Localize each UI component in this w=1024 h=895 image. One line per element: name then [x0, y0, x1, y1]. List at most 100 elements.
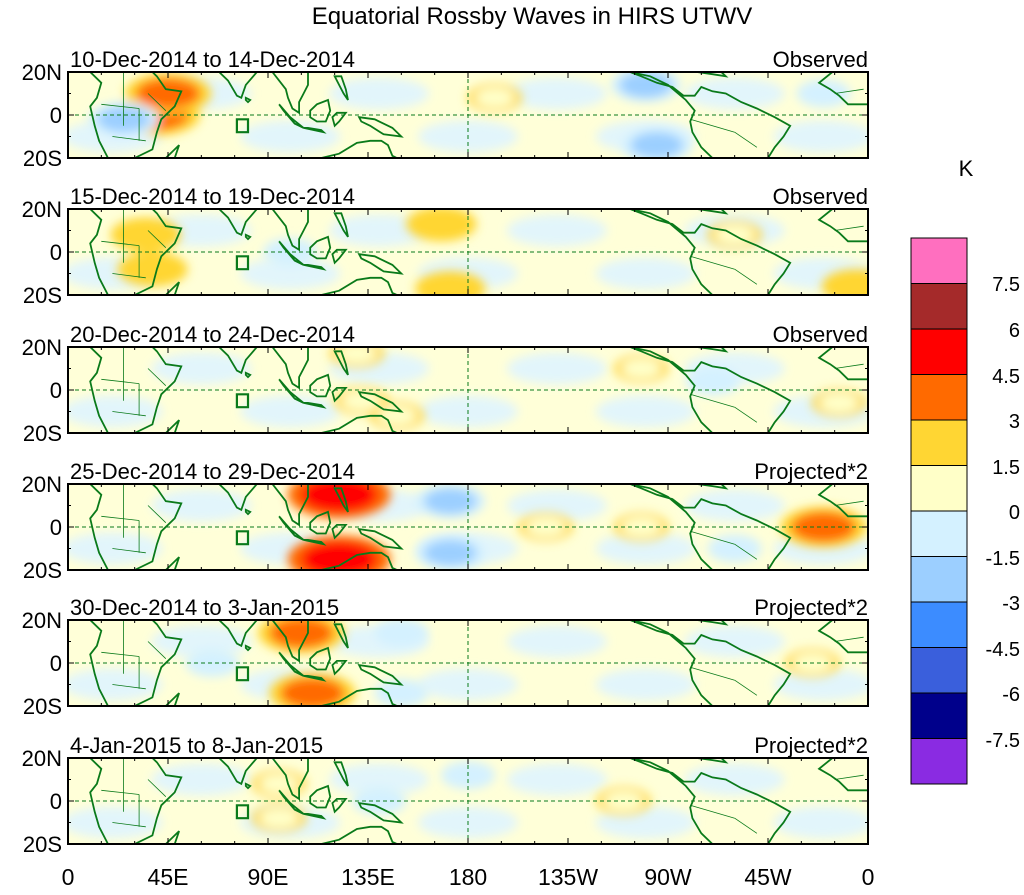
- border-line: [734, 131, 758, 148]
- coastline: [333, 487, 349, 513]
- colorbar-label: 0: [1009, 502, 1020, 524]
- colorbar-swatch: [910, 556, 968, 603]
- y-tick-label: 0: [50, 515, 62, 540]
- border-line: [101, 240, 140, 246]
- colorbar-swatch: [910, 374, 968, 421]
- x-tick-label: 45W: [744, 864, 792, 890]
- coastline: [333, 350, 349, 376]
- border-line: [690, 118, 735, 133]
- reference-box: [235, 255, 250, 271]
- coastline: [164, 830, 180, 844]
- coastline: [333, 623, 349, 649]
- coastline: [271, 620, 309, 663]
- border-line: [834, 636, 864, 642]
- coastlines: [88, 209, 868, 295]
- coastline: [244, 782, 252, 790]
- border-line: [101, 789, 140, 795]
- colorbar-label: 3: [1009, 411, 1020, 433]
- reference-box: [235, 530, 250, 546]
- anomaly-blob: [714, 538, 755, 559]
- colorbar-swatch: [910, 692, 968, 739]
- coastline: [217, 72, 259, 100]
- coastline: [357, 390, 404, 413]
- border-line: [147, 230, 167, 248]
- colorbar-unit: K: [959, 156, 974, 181]
- coastline: [244, 96, 252, 104]
- coastline: [629, 484, 792, 570]
- coastline: [303, 675, 327, 682]
- y-tick-label: 20S: [23, 421, 62, 446]
- coastline: [357, 116, 404, 138]
- anomaly-blob: [819, 392, 860, 414]
- border-line: [734, 817, 758, 834]
- y-tick-label: 20N: [22, 746, 62, 771]
- y-tick-label: 20S: [23, 832, 62, 857]
- coastline: [333, 75, 349, 101]
- map-field: [68, 620, 868, 706]
- coastline: [217, 758, 259, 786]
- border-line: [101, 515, 140, 521]
- coastline: [88, 72, 183, 158]
- border-line: [734, 406, 758, 423]
- border-line: [690, 530, 735, 545]
- y-tick-label: 0: [50, 103, 62, 128]
- coastline: [164, 692, 180, 706]
- x-tick-label: 0: [862, 864, 875, 890]
- coastline: [164, 419, 180, 433]
- colorbar-label: -3: [1002, 593, 1020, 615]
- coastline: [217, 347, 259, 375]
- coastlines: [88, 620, 868, 706]
- x-tick-label: 45E: [148, 864, 189, 890]
- anomaly-blob: [336, 347, 377, 364]
- anomaly-blob: [126, 256, 179, 283]
- border-line: [112, 273, 146, 279]
- anomaly-blob: [259, 773, 300, 795]
- coastline: [696, 72, 729, 78]
- anomaly-blob: [803, 83, 844, 104]
- border-line: [101, 651, 140, 657]
- y-tick-label: 20S: [23, 694, 62, 719]
- border-line: [112, 684, 146, 690]
- coastline: [629, 620, 792, 706]
- y-tick-label: 0: [50, 789, 62, 814]
- border-line: [147, 505, 167, 523]
- background-band: [773, 806, 868, 839]
- y-tick-label: 20S: [23, 283, 62, 308]
- y-tick-label: 20N: [22, 335, 62, 360]
- reference-box: [235, 118, 250, 134]
- background-band: [684, 763, 785, 796]
- colorbar-label: 4.5: [992, 366, 1020, 388]
- background-band: [506, 352, 607, 385]
- coastline: [164, 281, 180, 295]
- coastlines: [88, 347, 868, 433]
- panel-label: Observed: [773, 47, 868, 72]
- border-line: [834, 363, 864, 369]
- border-line: [147, 93, 167, 111]
- coastline: [629, 347, 792, 433]
- background-band: [506, 489, 607, 522]
- anomaly-blob: [280, 677, 345, 706]
- coastline: [331, 248, 348, 265]
- y-tick-label: 0: [50, 651, 62, 676]
- coastline: [309, 510, 332, 535]
- anomaly-blobs: [185, 620, 840, 706]
- coastline: [271, 72, 309, 115]
- panel-label: Observed: [773, 184, 868, 209]
- coastline: [309, 98, 332, 123]
- colorbar-swatch: [910, 237, 968, 284]
- coastline: [331, 660, 348, 676]
- border-line: [690, 255, 735, 270]
- panel-label: Observed: [773, 322, 868, 347]
- coastline: [629, 72, 792, 158]
- coastline: [331, 386, 348, 403]
- coastline: [357, 253, 404, 275]
- background-band: [506, 214, 607, 247]
- coastline: [357, 801, 404, 824]
- coastline: [271, 209, 309, 252]
- coastline: [309, 235, 332, 260]
- border-line: [834, 774, 864, 780]
- background-band: [329, 214, 430, 247]
- background-band: [684, 77, 785, 110]
- coastlines: [88, 484, 868, 570]
- colorbar-label: -7.5: [986, 730, 1020, 752]
